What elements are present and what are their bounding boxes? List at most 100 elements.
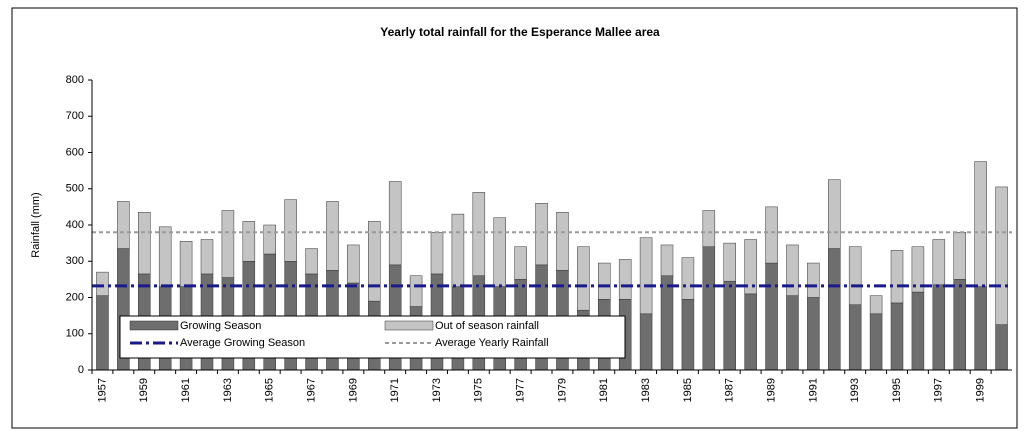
x-tick-label: 1981: [598, 378, 610, 402]
x-tick-label: 1977: [515, 378, 527, 402]
y-tick-label: 200: [66, 291, 84, 303]
y-tick-label: 600: [66, 146, 84, 158]
y-tick-label: 100: [66, 328, 84, 340]
bar-segment: [96, 295, 109, 371]
bar-segment: [263, 224, 276, 255]
bar-segment: [117, 201, 130, 249]
bar-segment: [744, 239, 757, 295]
x-tick-label: 1975: [473, 378, 485, 402]
bar-segment: [953, 232, 966, 280]
bar-segment: [765, 262, 778, 371]
bar-segment: [200, 239, 214, 275]
bar-segment: [702, 246, 716, 371]
bar-segment: [848, 246, 862, 305]
legend-swatch: [129, 320, 179, 331]
bar-segment: [890, 250, 904, 304]
bar-segment: [869, 295, 883, 315]
x-tick-label: 1957: [96, 378, 108, 402]
chart-title: Yearly total rainfall for the Esperance …: [380, 25, 660, 39]
bar-segment: [388, 181, 402, 266]
bar-segment: [179, 241, 193, 287]
bar-segment: [911, 291, 925, 371]
legend-label: Average Growing Season: [180, 337, 305, 349]
x-tick-label: 1971: [389, 378, 401, 402]
x-tick-label: 1973: [431, 378, 443, 402]
bar-segment: [138, 212, 151, 275]
bar-segment: [723, 242, 736, 282]
bar-segment: [556, 212, 569, 271]
x-tick-label: 1999: [975, 378, 987, 402]
x-tick-label: 1993: [849, 378, 861, 402]
bar-segment: [681, 257, 695, 300]
bar-segment: [409, 275, 423, 307]
bar-segment: [765, 206, 778, 264]
bar-segment: [932, 284, 946, 371]
bar-segment: [368, 221, 381, 302]
y-tick-label: 0: [78, 364, 84, 376]
bar-segment: [639, 237, 653, 315]
x-tick-label: 1959: [138, 378, 150, 402]
bar-segment: [807, 262, 820, 298]
bar-segment: [493, 217, 506, 287]
bar-segment: [744, 293, 757, 371]
bar-segment: [953, 279, 966, 371]
bar-segment: [639, 313, 653, 371]
bar-segment: [974, 286, 987, 371]
x-tick-label: 1987: [724, 378, 736, 402]
y-tick-label: 800: [66, 74, 84, 86]
y-axis-label: Rainfall (mm): [30, 192, 42, 257]
bar-segment: [472, 192, 486, 276]
frame: [11, 7, 1018, 429]
bar-segment: [660, 275, 674, 371]
x-tick-label: 1967: [305, 378, 317, 402]
bar-segment: [326, 201, 339, 271]
bar-segment: [96, 271, 109, 296]
bar-segment: [681, 299, 695, 371]
bar-segment: [911, 246, 925, 293]
legend-label: Out of season rainfall: [435, 320, 539, 332]
x-tick-label: 1979: [556, 378, 568, 402]
bar-segment: [221, 210, 235, 278]
x-tick-label: 1969: [347, 378, 359, 402]
bar-segment: [577, 246, 590, 311]
x-tick-label: 1985: [682, 378, 694, 402]
bar-segment: [347, 244, 360, 284]
legend-label: Average Yearly Rainfall: [435, 337, 549, 349]
bar-segment: [890, 302, 904, 371]
y-tick-label: 700: [66, 110, 84, 122]
x-tick-label: 1963: [222, 378, 234, 402]
x-tick-label: 1983: [640, 378, 652, 402]
legend-swatch: [384, 320, 434, 331]
bar-segment: [786, 295, 799, 371]
bar-segment: [702, 210, 716, 247]
bar-segment: [995, 186, 1008, 325]
bar-segment: [828, 179, 841, 249]
bar-segment: [284, 199, 297, 262]
legend-box: [119, 315, 626, 359]
y-tick-label: 300: [66, 255, 84, 267]
x-tick-label: 1961: [180, 378, 192, 402]
bar-segment: [451, 213, 465, 287]
bar-segment: [974, 161, 987, 287]
bar-segment: [430, 232, 444, 275]
y-tick-label: 400: [66, 219, 84, 231]
x-tick-label: 1989: [765, 378, 777, 402]
x-tick-label: 1997: [933, 378, 945, 402]
bar-segment: [786, 244, 799, 296]
bar-segment: [828, 248, 841, 371]
bar-segment: [242, 221, 256, 262]
bar-segment: [848, 304, 862, 371]
x-tick-label: 1991: [807, 378, 819, 402]
bar-segment: [869, 313, 883, 371]
x-tick-label: 1995: [891, 378, 903, 402]
bar-segment: [514, 246, 527, 280]
bar-segment: [723, 280, 736, 371]
bar-segment: [535, 203, 548, 266]
bar-segment: [807, 297, 820, 371]
bar-segment: [932, 239, 946, 286]
bar-segment: [158, 226, 172, 287]
bar-segment: [995, 324, 1008, 371]
bar-segment: [598, 262, 611, 300]
legend-label: Growing Season: [180, 320, 261, 332]
